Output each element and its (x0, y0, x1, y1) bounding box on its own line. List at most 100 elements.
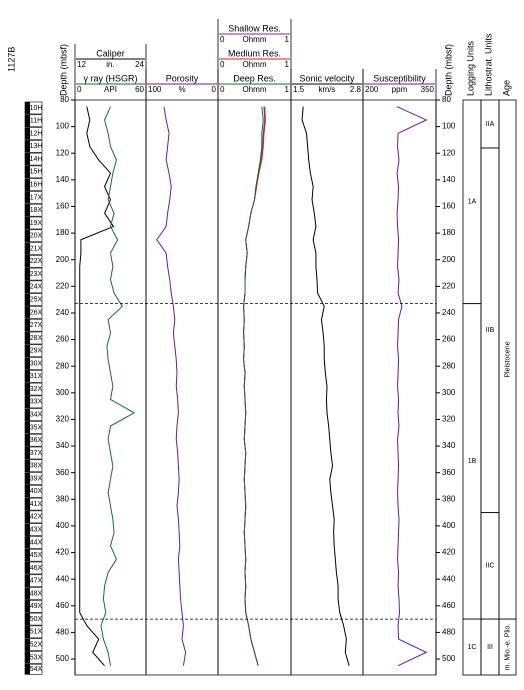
unit-label: IIC (486, 563, 495, 570)
y-tick-label: 440 (442, 574, 456, 583)
depth-label-right: Depth (mbsf) (443, 44, 453, 96)
y-tick-label: 300 (442, 388, 456, 397)
core-recovery (25, 344, 30, 357)
y-tick-label: 120 (442, 148, 456, 157)
core-label: 32X (30, 386, 43, 393)
core-recovery (25, 472, 30, 485)
y-tick-label: 240 (442, 308, 456, 317)
scale-max: 1 (285, 60, 290, 69)
scale-unit: % (178, 85, 185, 94)
y-tick-label: 460 (56, 601, 70, 610)
core-recovery (25, 408, 30, 421)
core-recovery (25, 523, 30, 536)
core-label: 31X (30, 373, 43, 380)
core-recovery (25, 370, 30, 383)
core-recovery (25, 306, 30, 319)
core-recovery (25, 574, 30, 587)
core-label: 53X (30, 654, 43, 661)
core-label: 26X (30, 309, 43, 316)
core-label: 41X (30, 501, 43, 508)
core-label: 15H (30, 169, 43, 176)
y-tick-label: 500 (442, 654, 456, 663)
core-label: 22X (30, 258, 43, 265)
y-tick-label: 260 (56, 335, 70, 344)
y-tick-label: 480 (442, 628, 456, 637)
core-recovery (25, 421, 30, 434)
core-recovery (25, 434, 30, 447)
y-tick-label: 380 (56, 494, 70, 503)
core-label: 11H (30, 118, 42, 125)
core-recovery (25, 293, 30, 306)
log-curve (243, 106, 264, 666)
y-tick-label: 120 (56, 148, 70, 157)
hole-label: 1127B (6, 47, 16, 72)
log-curve (301, 106, 350, 666)
scale-unit: ppm (392, 85, 408, 94)
scale-unit: Ohmm (243, 85, 267, 94)
y-tick-label: 260 (442, 335, 456, 344)
y-tick-label: 160 (442, 202, 456, 211)
y-tick-label: 420 (56, 548, 70, 557)
scale-unit: Ohmm (243, 35, 267, 44)
core-label: 40X (30, 488, 43, 495)
scale-unit: Ohmm (243, 60, 267, 69)
core-label: 42X (30, 514, 43, 521)
scale-max: 24 (135, 60, 144, 69)
y-tick-label: 360 (56, 468, 70, 477)
core-recovery (25, 446, 30, 459)
log-curve (243, 106, 266, 666)
core-label: 33X (30, 399, 43, 406)
core-recovery (25, 242, 30, 255)
scale-max: 2.8 (350, 85, 362, 94)
core-label: 12H (30, 130, 43, 137)
unit-label: IIB (486, 327, 495, 334)
core-label: 27X (30, 322, 43, 329)
core-recovery (25, 255, 30, 268)
core-label: 28X (30, 335, 43, 342)
core-label: 39X (30, 475, 43, 482)
scale-unit: API (104, 85, 117, 94)
scale-min: 0 (220, 60, 225, 69)
unit-label: 1C (468, 644, 477, 651)
y-tick-label: 280 (56, 361, 70, 370)
core-recovery (25, 140, 30, 153)
scale-name: γ ray (HSGR) (84, 73, 138, 83)
y-tick-label: 440 (56, 574, 70, 583)
y-tick-label: 420 (442, 548, 456, 557)
depth-label-left: Depth (mbsf) (58, 44, 68, 96)
unit-title: Logging Units (465, 40, 475, 96)
log-curve (100, 106, 136, 666)
y-tick-label: 300 (56, 388, 70, 397)
core-recovery (25, 165, 30, 178)
log-curve (243, 106, 266, 666)
core-recovery (25, 191, 30, 204)
core-recovery (25, 229, 30, 242)
core-label: 19X (30, 220, 43, 227)
scale-max: 60 (135, 85, 144, 94)
core-label: 35X (30, 424, 43, 431)
y-tick-label: 180 (56, 228, 70, 237)
y-tick-label: 360 (442, 468, 456, 477)
scale-name: Caliper (96, 48, 125, 58)
core-recovery (25, 114, 30, 127)
core-recovery (25, 216, 30, 229)
core-label: 30X (30, 360, 43, 367)
core-label: 13H (30, 143, 43, 150)
core-recovery (25, 319, 30, 332)
y-tick-label: 400 (442, 521, 456, 530)
core-recovery (25, 510, 30, 523)
core-label: 14H (30, 156, 43, 163)
y-tick-label: 100 (442, 122, 456, 131)
unit-label: IIA (486, 121, 495, 128)
scale-min: 200 (365, 85, 379, 94)
unit-title: Lithostrat. Units (483, 33, 493, 96)
core-label: 10H (30, 105, 43, 112)
core-recovery (25, 485, 30, 498)
core-label: 45X (30, 552, 43, 559)
core-recovery (25, 178, 30, 191)
unit-label: 1A (468, 199, 477, 206)
core-label: 18X (30, 207, 43, 214)
core-recovery (25, 651, 30, 664)
